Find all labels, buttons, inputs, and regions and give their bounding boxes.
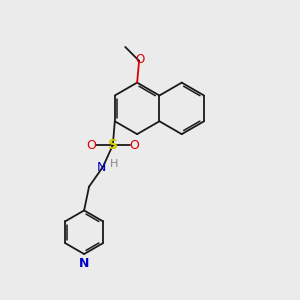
- Text: S: S: [108, 138, 118, 152]
- Text: H: H: [110, 159, 118, 169]
- Text: O: O: [86, 139, 96, 152]
- Text: N: N: [79, 257, 89, 270]
- Text: O: O: [130, 139, 140, 152]
- Text: O: O: [136, 53, 145, 66]
- Text: N: N: [96, 161, 106, 174]
